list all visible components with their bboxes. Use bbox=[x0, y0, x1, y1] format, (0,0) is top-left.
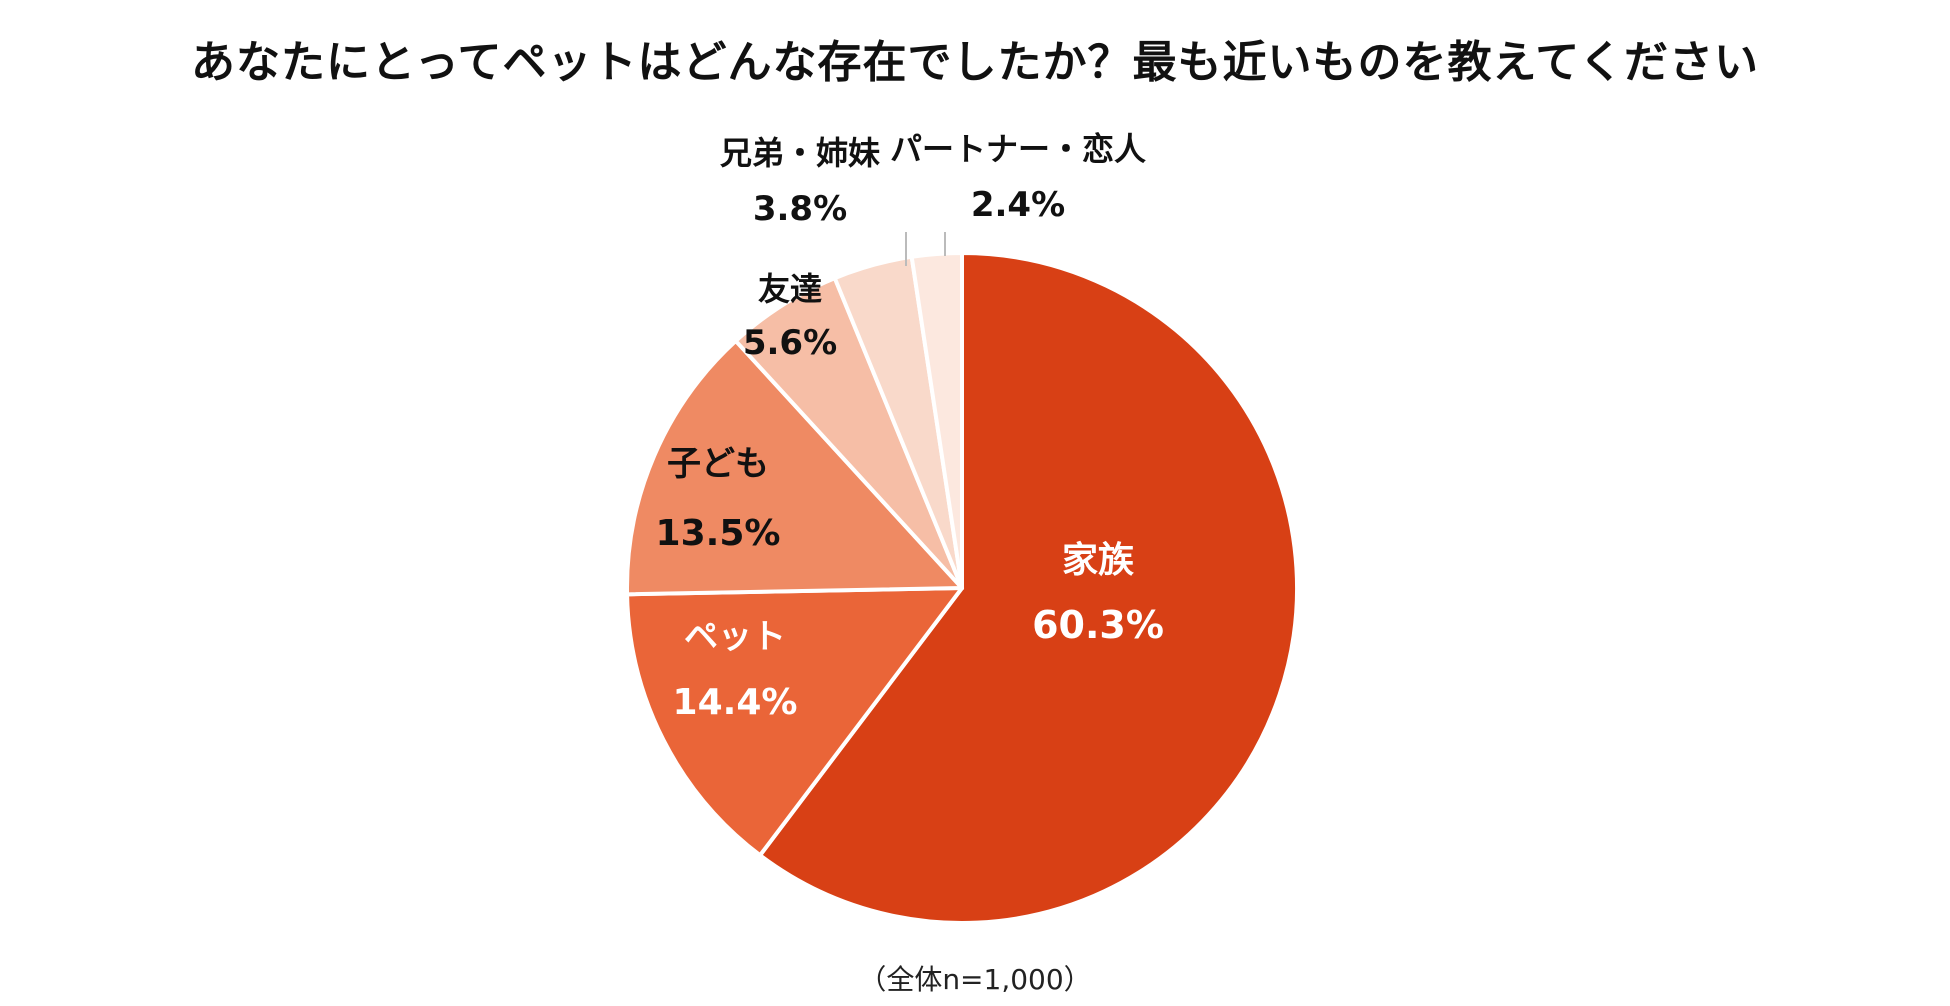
slice-value-label: 5.6% bbox=[743, 323, 837, 363]
leader-lines bbox=[905, 232, 946, 266]
pie-slice-2 bbox=[625, 586, 964, 858]
slice-name-label: 子ども bbox=[667, 444, 769, 484]
pie-slices bbox=[625, 251, 1299, 925]
slice-name-label: ペット bbox=[684, 617, 786, 657]
slice-labels: 家族 60.3% ペット 14.4% 子ども 13.5% 友達 5.6% 兄弟・姉妹 3.8% パー… bbox=[656, 130, 1164, 723]
slice-value-label: 14.4% bbox=[673, 682, 798, 723]
slice-value-label: 2.4% bbox=[971, 185, 1065, 225]
sample-size-note: （全体n=1,000） bbox=[858, 963, 1092, 996]
chart-title: あなたにとってペットはどんな存在でしたか？最も近いものを教えてください bbox=[191, 37, 1759, 88]
slice-name-label: 友達 bbox=[758, 270, 822, 308]
pie-slice-1 bbox=[758, 251, 1299, 925]
pie-slice-3 bbox=[625, 338, 964, 597]
pie-slice-6 bbox=[909, 251, 964, 590]
slice-value-label: 3.8% bbox=[753, 189, 847, 229]
slice-name-label: 兄弟・姉妹 bbox=[720, 134, 880, 172]
slice-name-label: 家族 bbox=[1062, 540, 1134, 581]
slice-name-label: パートナー・恋人 bbox=[890, 130, 1146, 168]
slice-value-label: 60.3% bbox=[1032, 603, 1164, 647]
slice-value-label: 13.5% bbox=[656, 513, 781, 554]
